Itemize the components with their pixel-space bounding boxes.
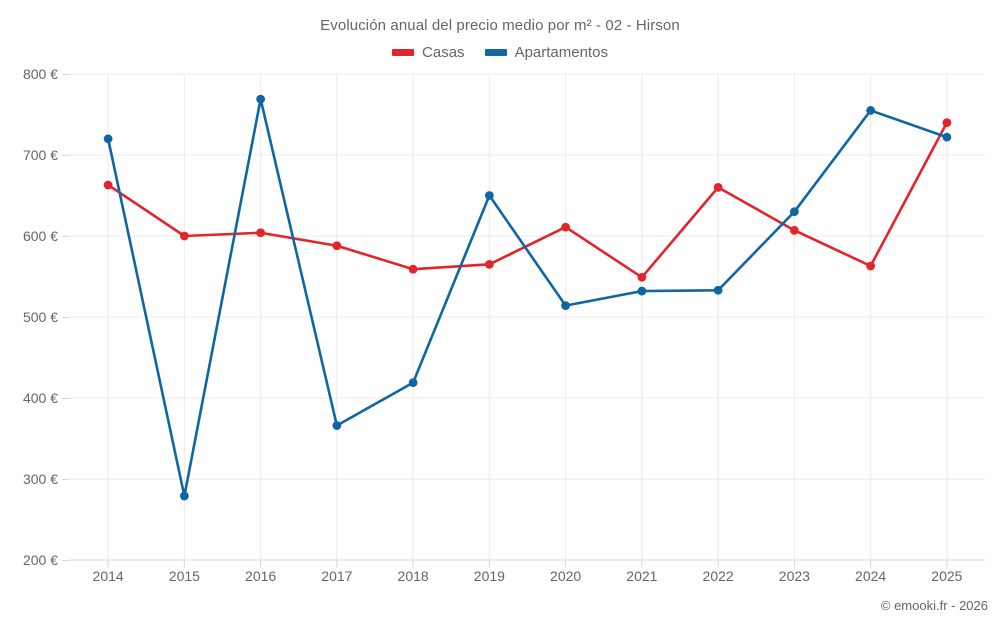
y-axis-tick	[62, 398, 70, 399]
x-tick-label: 2017	[321, 568, 353, 584]
legend-label-casas: Casas	[422, 44, 465, 61]
data-point-apartamentos-2023[interactable]	[789, 207, 799, 217]
data-point-casas-2016[interactable]	[256, 228, 266, 238]
legend-swatch-casas	[392, 49, 415, 56]
data-point-apartamentos-2022[interactable]	[713, 285, 723, 295]
x-tick-label: 2020	[550, 568, 582, 584]
data-point-casas-2015[interactable]	[179, 231, 189, 241]
legend-label-apartamentos: Apartamentos	[514, 44, 608, 61]
plot-area	[70, 73, 985, 568]
data-point-apartamentos-2021[interactable]	[637, 286, 647, 296]
y-axis-tick	[62, 317, 70, 318]
data-point-casas-2021[interactable]	[637, 272, 647, 282]
data-point-apartamentos-2019[interactable]	[484, 191, 494, 200]
data-point-apartamentos-2018[interactable]	[408, 378, 418, 388]
chart-title: Evolución anual del precio medio por m² …	[320, 17, 680, 34]
series-line-apartamentos	[106, 97, 949, 498]
footer-credit: © emooki.fr - 2026	[880, 598, 988, 613]
data-point-casas-2014[interactable]	[103, 180, 113, 190]
data-point-apartamentos-2016[interactable]	[256, 94, 266, 104]
data-point-apartamentos-2017[interactable]	[332, 421, 342, 430]
y-tick-label: 300 €	[22, 471, 58, 487]
y-tick-label: 400 €	[22, 390, 58, 406]
y-axis-tick	[62, 74, 70, 75]
data-point-apartamentos-2025[interactable]	[942, 132, 952, 142]
y-tick-label: 200 €	[22, 552, 58, 568]
y-axis-tick	[62, 560, 70, 561]
y-axis-tick	[62, 236, 70, 237]
x-tick-label: 2023	[778, 568, 810, 584]
data-point-casas-2017[interactable]	[332, 241, 342, 251]
x-tick-label: 2015	[168, 568, 200, 584]
y-tick-label: 600 €	[22, 228, 58, 244]
chart-legend: Casas Apartamentos	[0, 44, 1000, 61]
y-axis: 200 € 300 € 400 € 500 € 600 € 700 € 800 €	[0, 0, 70, 625]
x-tick-label: 2021	[626, 568, 658, 584]
y-axis-tick	[62, 479, 70, 480]
y-tick-label: 700 €	[22, 147, 58, 163]
x-tick-label: 2024	[855, 568, 887, 584]
data-point-casas-2022[interactable]	[713, 183, 723, 192]
x-tick-label: 2025	[931, 568, 963, 584]
data-point-casas-2019[interactable]	[484, 259, 494, 269]
series-line-casas	[106, 121, 949, 279]
legend-item-apartamentos[interactable]: Apartamentos	[484, 44, 608, 61]
data-point-casas-2023[interactable]	[789, 225, 799, 235]
data-point-casas-2018[interactable]	[408, 264, 418, 274]
x-tick-label: 2018	[397, 568, 429, 584]
data-point-apartamentos-2015[interactable]	[179, 491, 189, 501]
data-point-casas-2020[interactable]	[561, 222, 571, 232]
y-tick-label: 500 €	[22, 309, 58, 325]
data-point-apartamentos-2014[interactable]	[103, 134, 113, 144]
data-point-casas-2025[interactable]	[942, 118, 952, 127]
data-point-casas-2024[interactable]	[866, 261, 876, 271]
x-tick-label: 2019	[473, 568, 505, 584]
legend-swatch-apartamentos	[484, 49, 507, 56]
x-tick-label: 2016	[245, 568, 277, 584]
y-axis-tick	[62, 155, 70, 156]
data-point-apartamentos-2020[interactable]	[561, 301, 571, 311]
x-tick-label: 2014	[92, 568, 124, 584]
data-point-apartamentos-2024[interactable]	[866, 106, 876, 115]
legend-item-casas[interactable]: Casas	[392, 44, 465, 61]
y-tick-label: 800 €	[22, 66, 58, 82]
plot-svg	[70, 73, 985, 568]
x-tick-label: 2022	[702, 568, 734, 584]
